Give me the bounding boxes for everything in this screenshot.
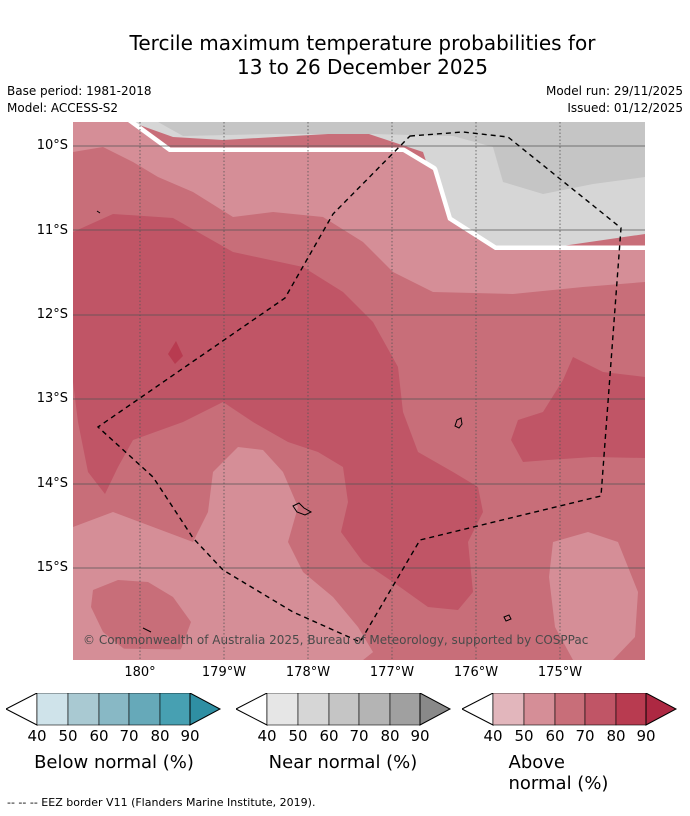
- legend-above-bin-40: [492, 693, 525, 726]
- lon-label-178w: 178°W: [285, 665, 331, 680]
- legend-below-title: Below normal (%): [34, 752, 194, 773]
- lat-label-13s: 13°S: [36, 391, 68, 406]
- legend-above-tick: 80: [606, 727, 626, 745]
- meta-left: Base period: 1981-2018 Model: ACCESS-S2: [7, 83, 152, 117]
- legend-below-tick: 60: [89, 727, 109, 745]
- legend-near-tick: 50: [288, 727, 308, 745]
- island-southwest: [142, 627, 152, 633]
- legend-near-bin-60: [328, 693, 360, 726]
- base-period: Base period: 1981-2018: [7, 84, 152, 98]
- lon-label-177w: 177°W: [369, 665, 415, 680]
- legend-above-max-arrow: [645, 693, 678, 726]
- legend-below-bin-50: [67, 693, 100, 726]
- island-southeast: [503, 614, 512, 622]
- legend-above-bin-60: [554, 693, 586, 726]
- legend-below-tick: 40: [27, 727, 47, 745]
- title-line-1: Tercile maximum temperature probabilitie…: [129, 31, 596, 55]
- legend-near-tick: 40: [257, 727, 277, 745]
- above-70-band-east: [511, 357, 645, 462]
- island-central: [454, 417, 463, 429]
- legend-below-bin-60: [98, 693, 130, 726]
- lat-label-14s: 14°S: [36, 476, 68, 491]
- legend-below-max-arrow: [189, 693, 222, 726]
- legend-below-normal: [6, 693, 222, 726]
- legend-above-tick: 40: [483, 727, 503, 745]
- legend-below-tick: 80: [150, 727, 170, 745]
- lat-label-15s: 15°S: [36, 560, 68, 575]
- legend-near-bin-80: [389, 693, 421, 726]
- legend-near-title: Near normal (%): [268, 752, 418, 773]
- copyright-notice: © Commonwealth of Australia 2025, Bureau…: [83, 633, 589, 647]
- above-60-patch-southwest: [91, 580, 191, 660]
- legend-below-bin-40: [36, 693, 69, 726]
- legend-above-tick: 90: [636, 727, 656, 745]
- chart-title: Tercile maximum temperature probabilitie…: [0, 31, 690, 79]
- legend-above-min-arrow: [462, 693, 494, 726]
- legend-above-title: Above normal (%): [508, 752, 609, 794]
- lon-label-175w: 175°W: [537, 665, 583, 680]
- legend-near-tick: 80: [380, 727, 400, 745]
- lon-label-180: 180°: [124, 665, 156, 680]
- graticule-meridians: [139, 122, 561, 660]
- model-name: Model: ACCESS-S2: [7, 101, 119, 115]
- legend-near-min-arrow: [236, 693, 268, 726]
- legend-near-bin-70: [358, 693, 391, 726]
- lat-label-11s: 11°S: [36, 223, 68, 238]
- lon-label-179w: 179°W: [201, 665, 247, 680]
- legend-above-bin-80: [615, 693, 647, 726]
- legend-below-tick: 70: [119, 727, 139, 745]
- legend-near-tick: 60: [319, 727, 339, 745]
- above-80-patch: [168, 341, 183, 364]
- lon-label-176w: 176°W: [453, 665, 499, 680]
- legend-above-bin-70: [584, 693, 617, 726]
- eez-boundary: [96, 131, 622, 643]
- issued-date: Issued: 01/12/2025: [567, 101, 683, 115]
- above-50-patch-southeast: [549, 532, 638, 660]
- above-50-band-top: [73, 122, 645, 294]
- legend-near-tick: 70: [349, 727, 369, 745]
- legend-above-tick: 70: [575, 727, 595, 745]
- legend-below-tick: 90: [180, 727, 200, 745]
- legend-near-max-arrow: [419, 693, 452, 726]
- graticule-parallels: [73, 145, 645, 569]
- above-50-strip-bottom: [73, 648, 373, 660]
- forecast-map: [73, 122, 645, 660]
- lat-label-12s: 12°S: [36, 307, 68, 322]
- eez-footnote: -- -- -- EEZ border V11 (Flanders Marine…: [7, 796, 316, 809]
- legend-above-tick: 60: [545, 727, 565, 745]
- legend-near-bin-50: [297, 693, 330, 726]
- legend-below-bin-70: [128, 693, 161, 726]
- island-south-central: [292, 502, 313, 516]
- model-run: Model run: 29/11/2025: [545, 84, 683, 98]
- legend-above-normal: [462, 693, 678, 726]
- legend-below-bin-80: [159, 693, 191, 726]
- legend-above-bin-50: [523, 693, 556, 726]
- near-normal-core-region: [158, 122, 645, 194]
- lat-label-10s: 10°S: [36, 138, 68, 153]
- legend-near-normal: [236, 693, 452, 726]
- title-line-2: 13 to 26 December 2025: [236, 55, 488, 79]
- above-70-band-core: [73, 214, 483, 610]
- island-northwest: [96, 210, 101, 214]
- legend-near-tick: 90: [410, 727, 430, 745]
- legend-below-min-arrow: [6, 693, 38, 726]
- legend-above-tick: 50: [514, 727, 534, 745]
- legend-below-tick: 50: [58, 727, 78, 745]
- legend-near-bin-40: [266, 693, 299, 726]
- meta-right: Model run: 29/11/2025 Issued: 01/12/2025: [546, 83, 683, 117]
